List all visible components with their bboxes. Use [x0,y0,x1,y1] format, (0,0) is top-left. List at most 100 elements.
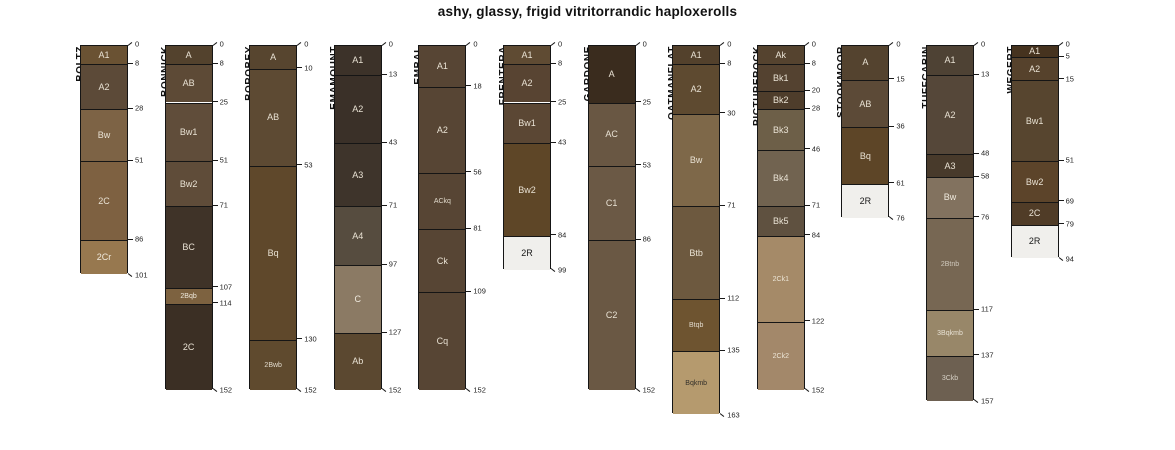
depth-label: 0 [896,38,901,48]
depth-label: 53 [642,160,651,170]
depth-label: 101 [135,270,148,279]
horizon-label: Bw [943,192,957,203]
depth-tick [804,234,810,236]
horizon-label: Btqb [688,322,704,330]
depth-label: 122 [811,315,825,325]
depth-tick [1058,257,1063,261]
depth-tick [381,141,387,143]
horizon-label: A2 [944,109,956,120]
horizon-stookmoor-ab: AB [842,79,889,128]
depth-label: 28 [811,103,821,113]
horizon-emamount-a3: A3 [334,143,381,207]
depth-label: 0 [304,38,309,48]
horizon-label: Bw1 [518,117,536,128]
depth-label: 0 [811,38,816,48]
depth-tick [889,41,894,46]
horizon-wegert-a1: A1 [1011,46,1058,58]
depth-label: 51 [1065,155,1074,165]
depth-tick [974,73,979,75]
horizon-wegert-2c: 2C [1011,201,1058,225]
horizon-label: A [608,68,615,79]
depth-label: 94 [1065,254,1074,264]
horizon-bonnick-bc: BC [165,206,212,288]
depth-tick [804,62,810,64]
chart-title: ashy, glassy, frigid vitritorrandic hapl… [437,4,738,19]
depth-tick [973,399,979,404]
horizon-label: Bw [97,130,111,141]
depth-label: 0 [727,38,732,48]
horizon-label: A1 [436,60,448,71]
depth-tick [1058,41,1063,46]
horizon-label: A [185,49,192,60]
depth-label: 71 [388,200,398,210]
depth-tick [719,412,725,417]
horizon-bonnick-2c: 2C [165,303,212,390]
depth-tick [804,204,810,206]
depth-tick [720,204,726,206]
horizon-bonnick-2bqb: 2Bqb [165,287,212,304]
horizon-label: 2Btnb [940,261,960,269]
profile-column-borobey: A AB Bq 2Bwb [249,45,298,390]
depth-label: 152 [473,385,486,395]
horizon-label: 2C [182,341,195,352]
depth-label: 107 [219,282,233,292]
depth-label: 152 [388,385,402,395]
horizon-label: A3 [944,160,956,171]
depth-label: 8 [219,58,224,68]
depth-label: 152 [304,385,317,395]
horizon-tuffcabin-2btnb: 2Btnb [927,217,973,311]
horizon-label: Bk2 [773,95,789,106]
horizon-emamount-a2: A2 [334,75,381,144]
depth-tick [212,204,218,206]
depth-label: 28 [135,103,144,113]
depth-label: 0 [135,38,140,48]
depth-label: 25 [642,96,651,106]
depth-label: 8 [135,58,140,68]
horizon-label: Bw2 [179,178,198,189]
horizon-tuffcabin-3bqkmb: 3Bqkmb [927,310,973,356]
depth-label: 8 [558,58,563,68]
horizon-frentera-bw2: Bw2 [504,143,550,236]
depth-tick [297,164,303,166]
horizon-boltz-a1: A1 [81,46,127,65]
horizon-tuffcabin-a1: A1 [927,46,973,76]
depth-tick [128,62,133,64]
profile-column-oatmanflat: A1 A2 Bw Btb Btqb Bqkmb [672,45,721,415]
horizon-label: A1 [521,49,533,60]
depth-tick [212,159,218,161]
horizon-label: A2 [521,78,533,89]
depth-tick [720,349,726,351]
depth-label: 0 [388,38,393,48]
depth-tick [889,182,895,184]
depth-tick [1058,159,1064,161]
depth-label: 114 [219,297,232,307]
depth-label: 130 [304,334,317,344]
horizon-embal-ackq: ACkq [419,172,466,230]
depth-label: 8 [811,58,816,68]
depth-label: 18 [473,80,482,90]
profile-column-gardone: A AC C1 C2 [587,45,636,390]
horizon-oatmanflat-a1: A1 [673,46,720,65]
depth-tick [297,338,303,340]
profile-column-frentera: A1 A2 Bw1 Bw2 2R [503,45,551,270]
depth-label: 135 [727,345,740,355]
horizon-boltz-2c: 2C [81,161,127,241]
depth-tick [466,85,472,87]
depth-tick [466,290,472,292]
depth-tick [804,89,810,91]
depth-label: 46 [811,144,821,154]
horizon-bonnick-bw2: Bw2 [165,161,212,207]
depth-label: 79 [1065,218,1074,228]
depth-tick [381,204,387,206]
horizon-label: 2Ck1 [772,275,789,283]
horizon-label: A2 [1029,63,1041,74]
horizon-oatmanflat-bqkmb: Bqkmb [673,351,720,415]
horizon-tuffcabin-a3: A3 [927,154,973,178]
horizon-label: Bw2 [518,184,536,195]
depth-tick [128,238,133,240]
horizon-oatmanflat-a2: A2 [673,64,720,114]
horizon-label: A2 [690,83,702,94]
horizon-label: 2R [859,195,872,206]
horizon-label: 2Ck2 [772,352,789,360]
